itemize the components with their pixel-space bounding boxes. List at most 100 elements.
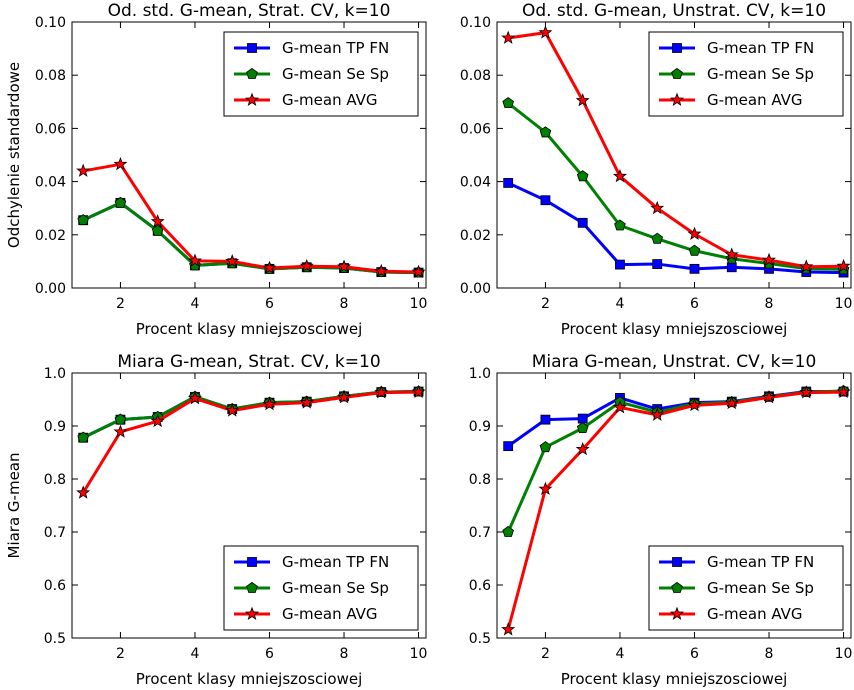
data-point	[576, 170, 589, 182]
data-point	[762, 390, 777, 404]
x-tick-label: 10	[835, 646, 853, 662]
data-point	[150, 214, 165, 228]
series-line	[506, 390, 844, 630]
data-point	[836, 384, 851, 399]
data-point	[687, 397, 702, 412]
chart-panel: Miara G-mean, Strat. CV, k=10 2 4 6 8 10 0.5 0.…	[5, 352, 427, 688]
data-point	[689, 263, 700, 274]
data-point	[262, 260, 277, 274]
x-tick-label: 4	[191, 646, 200, 662]
data-point	[187, 391, 202, 405]
x-tick-label: 8	[340, 646, 349, 662]
x-tick-label: 10	[410, 296, 428, 312]
y-tick-label: 0.8	[44, 472, 66, 488]
legend-label: G-mean TP FN	[707, 553, 814, 571]
y-tick-label: 0.04	[460, 175, 491, 191]
data-point	[502, 97, 514, 109]
y-tick-label: 1.0	[44, 366, 66, 382]
x-axis-label: Procent klasy mniejszosciowej	[136, 320, 363, 338]
plot-frame	[71, 372, 427, 639]
y-tick-label: 1.0	[469, 366, 491, 382]
data-point	[540, 195, 551, 206]
x-axis-label: Procent klasy mniejszosciowej	[136, 670, 363, 688]
data-point	[687, 226, 702, 240]
legend-label: G-mean AVG	[282, 91, 378, 109]
y-tick-label: 0.7	[44, 525, 66, 541]
chart-title: Miara G-mean, Unstrat. CV, k=10	[532, 352, 817, 372]
legend-label: G-mean TP FN	[707, 39, 814, 57]
x-tick-label: 6	[265, 296, 274, 312]
y-tick-label: 0.8	[469, 472, 491, 488]
chart-title: Miara G-mean, Strat. CV, k=10	[117, 352, 380, 372]
series-line	[507, 31, 844, 269]
y-tick-label: 0.5	[469, 631, 491, 647]
series-pentagon	[502, 97, 850, 275]
y-tick-label: 0.08	[35, 68, 66, 84]
legend-marker	[245, 92, 259, 106]
data-point	[540, 414, 551, 425]
data-point	[299, 258, 314, 273]
legend-marker	[247, 43, 257, 53]
y-tick-label: 0.02	[35, 228, 66, 244]
series-star	[76, 384, 426, 499]
y-tick-label: 0.06	[460, 121, 491, 137]
y-tick-label: 0.9	[469, 419, 491, 435]
y-tick-label: 0.7	[469, 525, 491, 541]
data-point	[76, 485, 91, 499]
x-tick-label: 8	[765, 296, 774, 312]
legend: G-mean TP FN G-mean Se Sp G-mean AVG	[223, 31, 419, 117]
data-point	[76, 163, 91, 177]
data-point	[114, 196, 127, 208]
plot-frame	[71, 21, 427, 289]
y-axis-label: Odchylenie standardowe	[5, 62, 23, 248]
data-point	[299, 395, 314, 409]
data-point	[337, 259, 352, 273]
legend-label: G-mean Se Sp	[707, 65, 814, 83]
data-point	[650, 407, 665, 421]
series-line	[506, 389, 844, 533]
data-point	[577, 413, 588, 424]
data-point	[374, 263, 389, 278]
y-tick-label: 0.06	[35, 121, 66, 137]
data-point	[113, 156, 128, 171]
data-point	[503, 441, 514, 452]
data-point	[225, 254, 240, 268]
x-axis-label: Procent klasy mniejszosciowej	[561, 670, 788, 688]
y-axis-label: Miara G-mean	[5, 452, 23, 558]
legend-marker	[671, 67, 683, 79]
legend: G-mean TP FN G-mean Se Sp G-mean AVG	[648, 31, 844, 117]
data-point	[77, 214, 89, 226]
data-point	[615, 259, 625, 270]
y-tick-label: 0.00	[35, 281, 66, 297]
y-tick-label: 0.6	[44, 578, 66, 594]
series-pentagon	[502, 384, 850, 537]
plot-frame	[496, 21, 852, 289]
series-line	[507, 181, 844, 275]
data-point	[411, 264, 426, 278]
x-tick-label: 6	[690, 646, 699, 662]
legend-label: G-mean AVG	[707, 91, 803, 109]
data-point	[539, 126, 552, 138]
chart-title: Od. std. G-mean, Unstrat. CV, k=10	[522, 1, 826, 21]
x-tick-label: 8	[765, 646, 774, 662]
legend: G-mean TP FN G-mean Se Sp G-mean AVG	[223, 545, 419, 631]
chart-panel: Od. std. G-mean, Unstrat. CV, k=10 2 4 6 8 10…	[460, 1, 853, 338]
legend-label: G-mean AVG	[707, 605, 803, 623]
x-tick-label: 6	[265, 646, 274, 662]
data-point	[575, 93, 590, 107]
legend-marker	[671, 581, 683, 593]
data-point	[187, 253, 202, 267]
x-tick-label: 10	[410, 646, 428, 662]
chart-panel: Od. std. G-mean, Strat. CV, k=10 2 4 6 8 10 0.…	[5, 1, 427, 338]
y-tick-label: 0.00	[460, 281, 491, 297]
legend-marker	[247, 557, 257, 567]
series-star	[501, 384, 851, 636]
data-point	[538, 481, 553, 496]
data-point	[150, 413, 165, 428]
x-tick-label: 8	[340, 296, 349, 312]
data-point	[501, 30, 516, 44]
x-tick-label: 4	[616, 296, 625, 312]
plot-frame	[496, 372, 852, 639]
y-tick-label: 0.6	[469, 578, 491, 594]
